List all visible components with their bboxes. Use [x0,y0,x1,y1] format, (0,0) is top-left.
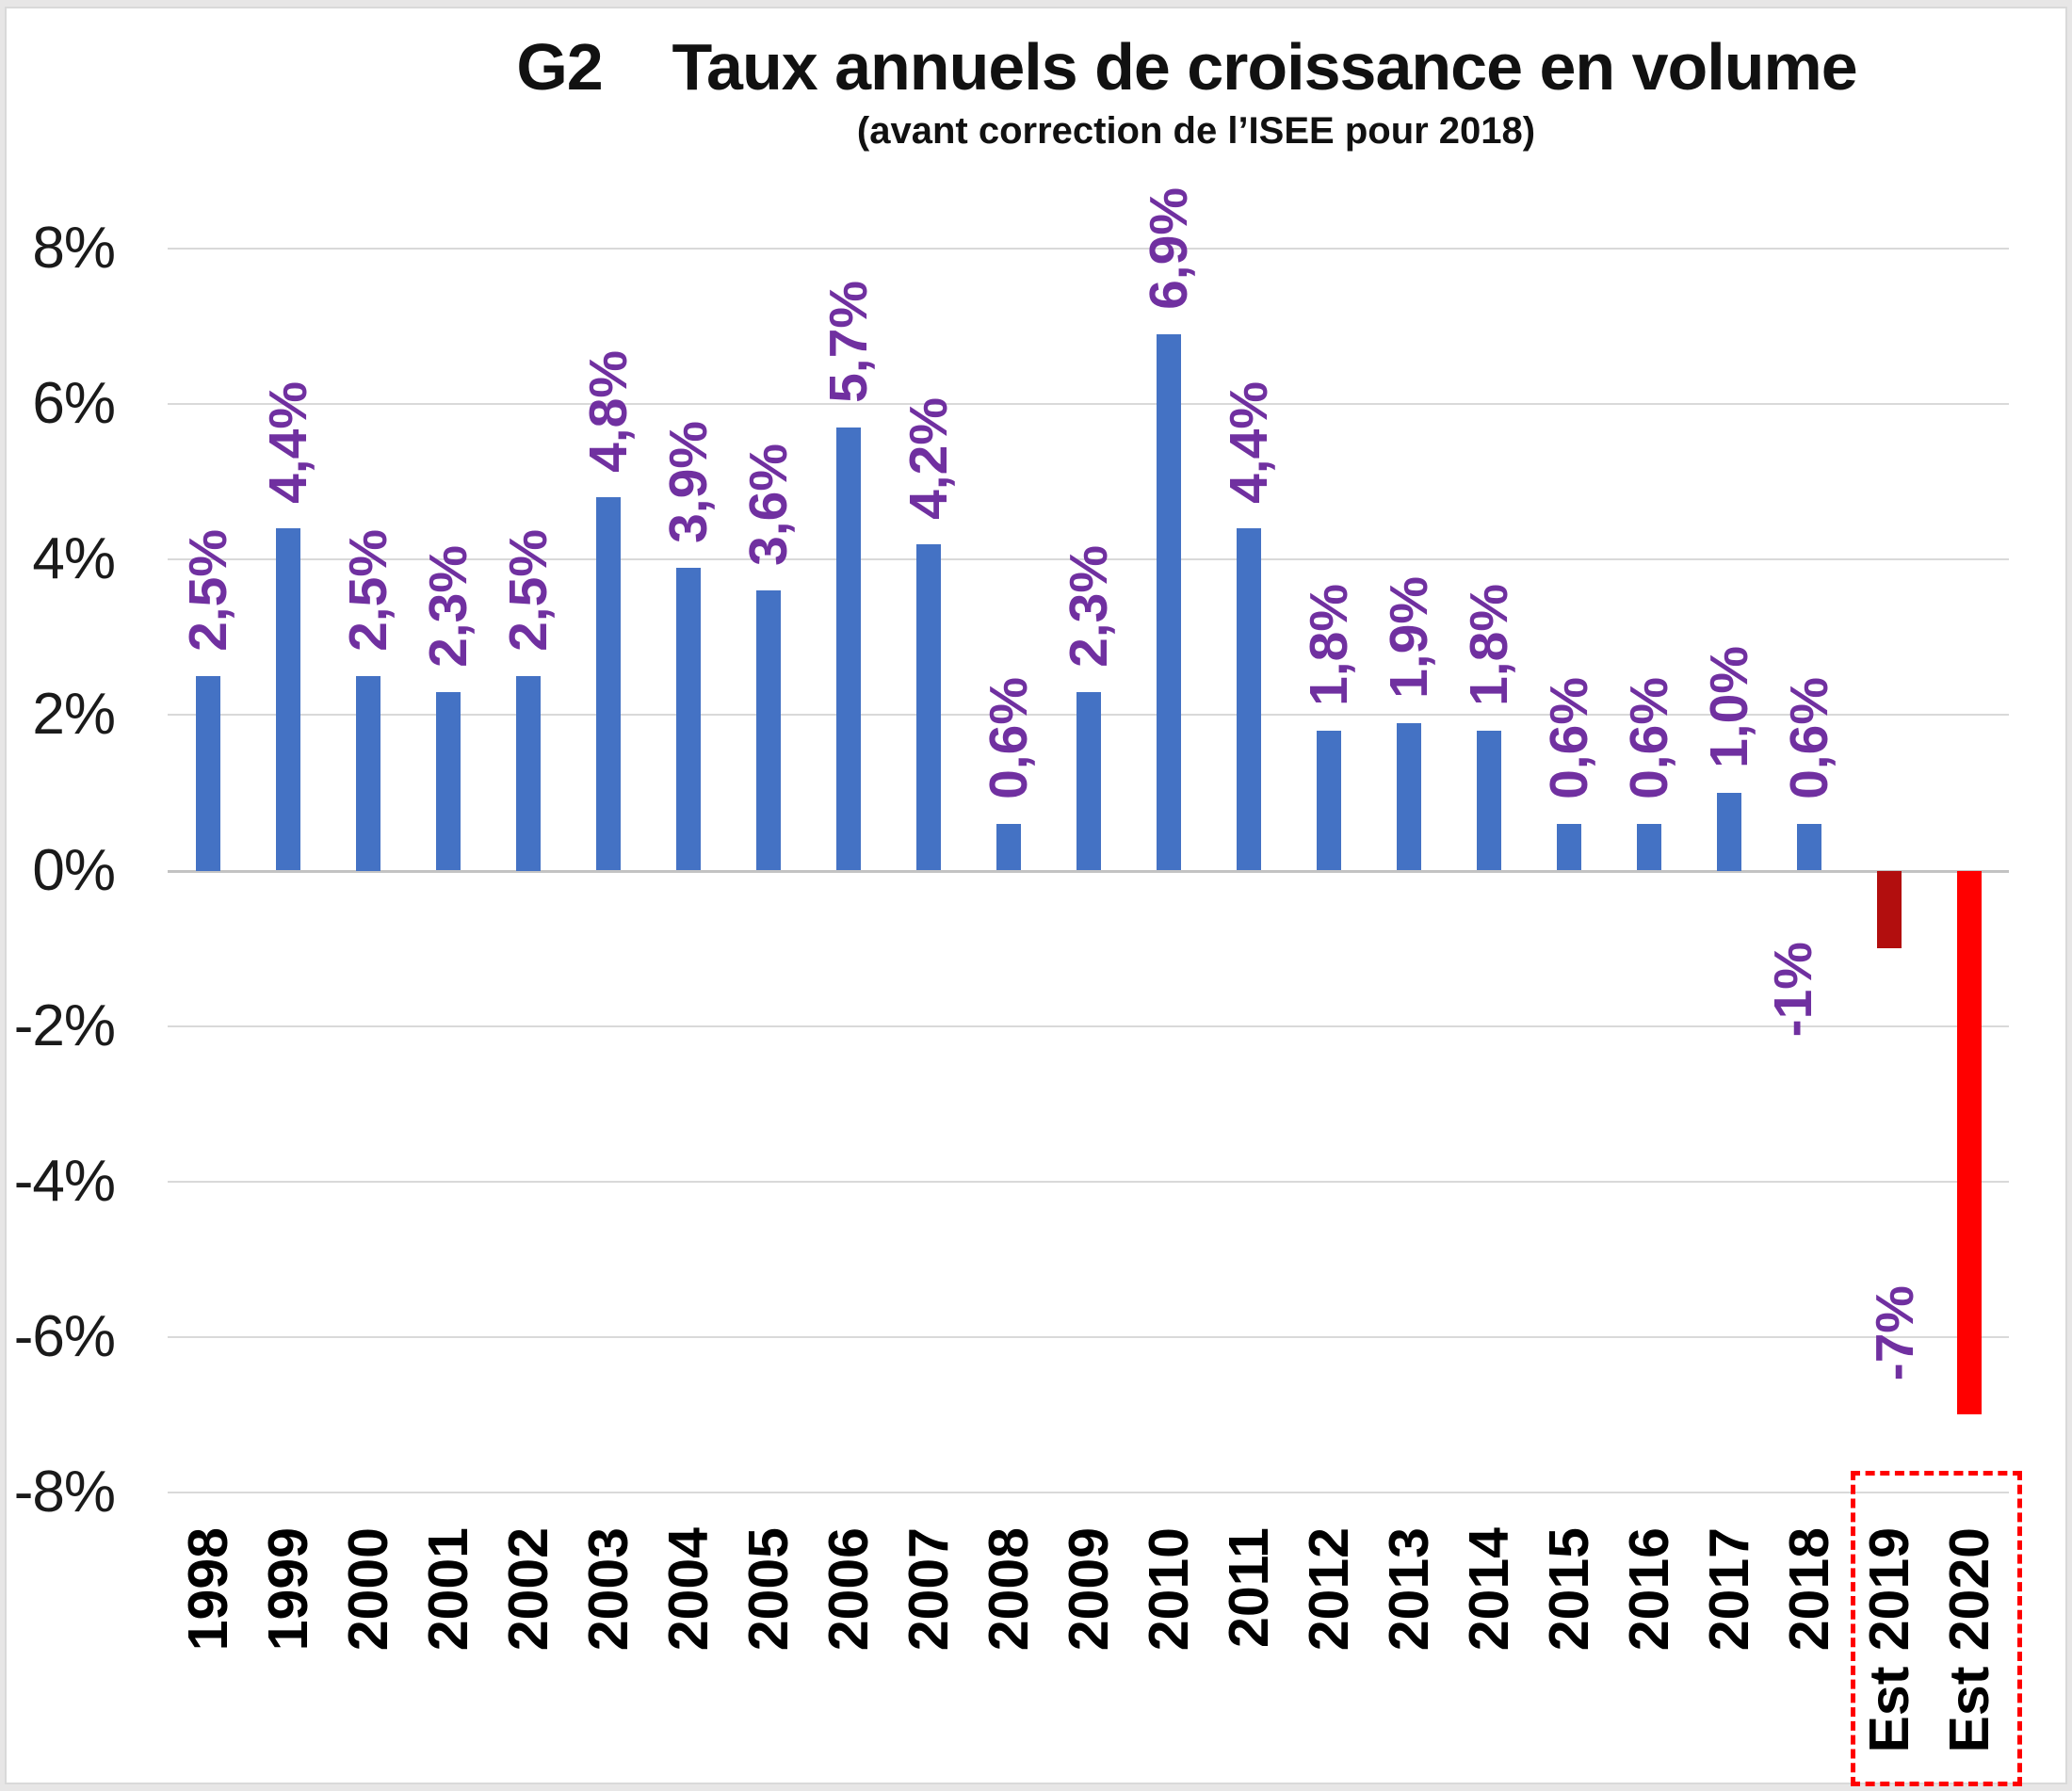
plot-area: 8% 6% 4% 2% 0% -2% -4% -6% -8% 2,5% 4,4% 2,5% 2,3% 2,… [7,8,2065,1786]
bar-label-2005: 3,6% [738,444,799,567]
y-axis-tick-label: 4% [32,526,116,592]
x-axis-label-2008: 2008 [978,1527,1040,1652]
bar-label-1999: 4,4% [258,381,318,505]
x-axis-label-2018: 2018 [1778,1527,1840,1652]
bar-1998 [196,676,220,871]
bar-label-2010: 6,9% [1139,186,1199,310]
y-axis-tick-label: 0% [32,837,116,903]
chart-title: G2 Taux annuels de croissance en volume [516,30,1857,104]
gridline--8pct [168,1492,2009,1493]
bar-2015 [1557,823,1581,871]
bar-2012 [1317,730,1341,871]
bar-label-2003: 4,8% [578,350,639,474]
bar-label-2007: 4,2% [898,396,959,520]
bar-label-2012: 1,8% [1299,583,1359,706]
bar-label-2016: 0,6% [1619,677,1679,799]
bar-2016 [1637,823,1661,871]
bar-est-2020 [1957,870,1982,1415]
gridline--2pct [168,1025,2009,1027]
bar-2006 [836,427,861,871]
gridline-4pct [168,558,2009,561]
x-axis-label-2006: 2006 [817,1527,880,1652]
gridline-0pct [168,869,2009,873]
estimate-highlight-box [1850,1471,2022,1786]
x-axis-label-2001: 2001 [417,1527,479,1652]
bar-2001 [436,691,461,871]
x-axis-label-1999: 1999 [257,1527,319,1652]
bar-2007 [916,543,941,871]
x-axis-label-2000: 2000 [337,1527,399,1652]
x-axis-label-2007: 2007 [898,1527,960,1652]
x-axis-label-2013: 2013 [1378,1527,1440,1652]
x-axis-label-2012: 2012 [1298,1527,1360,1652]
x-axis-label-2004: 2004 [657,1527,720,1652]
x-axis-label-2015: 2015 [1538,1527,1600,1652]
x-axis-label-2011: 2011 [1218,1527,1280,1648]
bar-label-2015: 0,6% [1539,677,1599,799]
bar-label-2006: 5,7% [818,280,879,403]
bar-label-2018: 0,6% [1779,677,1839,799]
gridline-6pct [168,403,2009,406]
y-axis-tick-label: 8% [32,216,116,281]
gridline--6pct [168,1335,2009,1338]
x-axis-label-2016: 2016 [1618,1527,1680,1652]
bar-label-2002: 2,5% [498,529,558,653]
x-axis-label-2002: 2002 [497,1527,559,1652]
bar-2008 [996,823,1021,871]
bar-2009 [1076,691,1101,871]
y-axis-tick-label: -8% [13,1460,116,1525]
chart-area: G2 Taux annuels de croissance en volume … [5,7,2067,1786]
y-axis-tick-label: -6% [13,1303,116,1369]
bar-label-2009: 2,3% [1059,544,1119,668]
bar-2017 [1717,792,1741,871]
bar-label-2014: 1,8% [1459,583,1519,706]
bar-2014 [1477,730,1501,871]
gridline-8pct [168,248,2009,250]
bar-2002 [516,676,541,871]
x-axis-label-2014: 2014 [1458,1527,1520,1652]
bar-label-est-2020: -7% [1865,1284,1925,1380]
x-axis-label-2005: 2005 [737,1527,800,1652]
bar-label-2008: 0,6% [979,677,1039,799]
x-axis-label-2003: 2003 [577,1527,639,1652]
bar-2000 [356,676,380,871]
bar-label-2000: 2,5% [338,529,398,653]
bar-label-2017: 1,0% [1699,646,1759,768]
bar-est-2019 [1877,870,1902,949]
bar-label-1998: 2,5% [178,529,238,653]
bar-2018 [1797,823,1821,871]
bar-1999 [276,528,300,871]
bar-label-2013: 1,9% [1379,575,1439,699]
x-axis-label-2009: 2009 [1058,1527,1120,1652]
bar-2003 [596,497,621,871]
bar-2011 [1237,528,1261,871]
chart-subtitle: (avant correction de l’ISEE pour 2018) [856,110,1536,152]
bar-label-2001: 2,3% [418,544,478,668]
gridline--4pct [168,1180,2009,1183]
bar-label-2004: 3,9% [658,420,719,543]
y-axis-tick-label: -4% [13,1148,116,1214]
bar-2005 [756,590,781,871]
x-axis-label-2010: 2010 [1138,1527,1200,1652]
bar-label-est-2019: -1% [1763,941,1823,1037]
y-axis-tick-label: 2% [32,682,116,748]
y-axis-tick-label: -2% [13,992,116,1058]
bar-2010 [1157,333,1181,871]
bar-2004 [676,567,701,871]
bar-label-2011: 4,4% [1219,381,1279,505]
x-axis-label-2017: 2017 [1698,1527,1760,1652]
bar-2013 [1397,722,1421,871]
x-axis-label-1998: 1998 [177,1527,239,1652]
y-axis-tick-label: 6% [32,371,116,437]
